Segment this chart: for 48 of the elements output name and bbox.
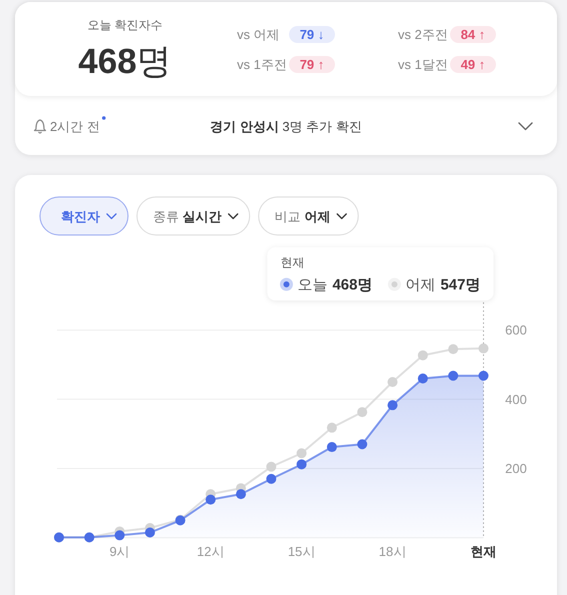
point [114,530,125,540]
x-tick-label: 9시 [110,544,130,559]
point [266,474,276,484]
point [388,400,398,410]
point [326,422,337,433]
text: 경기 안성시 3명 추가 확진 [210,119,362,134]
y-tick-label: 200 [505,460,527,476]
x-tick-label: 12시 [196,544,224,559]
x-tick-label: 15시 [288,544,316,559]
legend-label: 어제 [405,276,436,294]
text: 468명 [332,276,372,294]
x-tick-label: 현재 [470,544,496,559]
point [357,407,368,418]
x-tick-label: 18시 [378,544,406,559]
point [144,528,155,538]
point [296,448,307,458]
legend-title: 현재 [280,255,304,270]
data-label: 79 ↓ [300,27,324,42]
text: 2시간 전 [50,119,100,134]
point [236,489,246,500]
category-label: vs 1주전 [237,57,287,72]
y-tick-label: 400 [505,392,527,407]
category-label: vs 1달전 [398,57,448,72]
text: 547명 [440,276,480,294]
point [478,343,488,354]
point [418,374,428,384]
category-label: vs 2주전 [398,27,448,42]
point [478,370,488,381]
data-label: 79 ↑ [300,57,324,72]
point [388,376,398,387]
category-label: vs 어제 [237,27,280,42]
text: 비교 어제 [274,209,330,224]
point [326,442,337,452]
text: 종류 실시간 [153,209,222,224]
point [206,494,216,505]
y-tick-label: 600 [505,322,527,338]
point [448,370,458,381]
data-label: 49 ↑ [460,57,486,72]
text: 468명 [78,42,172,81]
point [418,350,428,360]
legend-label: 오늘 [297,276,328,294]
data-label: 84 ↑ [460,27,486,42]
text: 확진자 [61,209,100,224]
point [357,439,368,450]
text: 오늘 확진자수 [87,18,163,32]
point [296,459,307,470]
point [448,344,458,354]
point [266,462,276,472]
